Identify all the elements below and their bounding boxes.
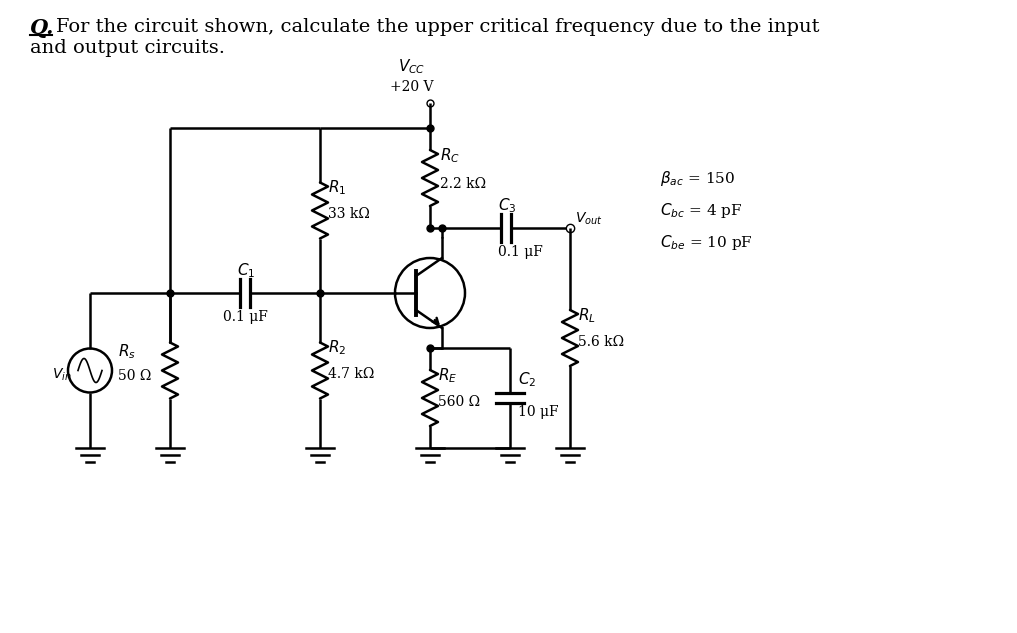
Text: $C_{bc}$ = 4 pF: $C_{bc}$ = 4 pF	[660, 201, 742, 220]
Text: 560 Ω: 560 Ω	[438, 395, 480, 409]
Text: 0.1 μF: 0.1 μF	[223, 310, 267, 324]
Text: $V_{in}$: $V_{in}$	[52, 367, 72, 383]
Text: and output circuits.: and output circuits.	[29, 39, 225, 57]
Text: $V_{out}$: $V_{out}$	[575, 211, 603, 227]
Text: $V_{CC}$: $V_{CC}$	[399, 57, 426, 76]
Text: 4.7 kΩ: 4.7 kΩ	[328, 368, 374, 382]
Text: $R_1$: $R_1$	[328, 179, 347, 197]
Text: 10 μF: 10 μF	[518, 405, 558, 419]
Text: 2.2 kΩ: 2.2 kΩ	[440, 177, 486, 191]
Text: 5.6 kΩ: 5.6 kΩ	[578, 335, 624, 349]
Text: $R_s$: $R_s$	[118, 342, 136, 361]
Text: 0.1 μF: 0.1 μF	[498, 245, 543, 259]
Text: For the circuit shown, calculate the upper critical frequency due to the input: For the circuit shown, calculate the upp…	[56, 18, 820, 36]
Text: Q.: Q.	[29, 18, 54, 38]
Text: $C_2$: $C_2$	[518, 370, 536, 389]
Text: $C_{be}$ = 10 pF: $C_{be}$ = 10 pF	[660, 233, 753, 252]
Text: $R_E$: $R_E$	[438, 366, 458, 385]
Text: $R_C$: $R_C$	[440, 146, 460, 165]
Text: +20 V: +20 V	[391, 80, 433, 94]
Text: $C_3$: $C_3$	[498, 196, 517, 215]
Text: 50 Ω: 50 Ω	[118, 370, 152, 384]
Text: $\beta_{ac}$ = 150: $\beta_{ac}$ = 150	[660, 169, 735, 188]
Text: 33 kΩ: 33 kΩ	[328, 208, 370, 222]
Text: $R_L$: $R_L$	[578, 306, 596, 325]
Text: $C_1$: $C_1$	[237, 261, 255, 280]
Text: $R_2$: $R_2$	[328, 339, 346, 357]
